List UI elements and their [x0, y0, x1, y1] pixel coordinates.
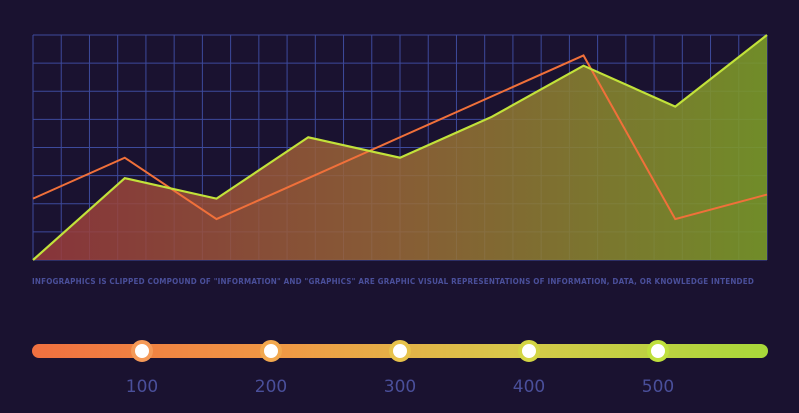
timeline-label: 100: [125, 377, 159, 397]
timeline-label: 200: [254, 377, 288, 397]
timeline-marker: [647, 340, 669, 362]
timeline-marker: [260, 340, 282, 362]
timeline-label: 400: [512, 377, 546, 397]
series-line-1: [32, 34, 768, 261]
caption-text: INFOGRAPHICS IS CLIPPED COMPOUND OF "INF…: [32, 277, 755, 286]
series-area: [33, 35, 767, 260]
timeline-marker: [518, 340, 540, 362]
timeline-label: 300: [383, 377, 417, 397]
timeline-marker: [131, 340, 153, 362]
series-line-2: [32, 54, 768, 221]
timeline-label: 500: [641, 377, 675, 397]
timeline-marker: [389, 340, 411, 362]
